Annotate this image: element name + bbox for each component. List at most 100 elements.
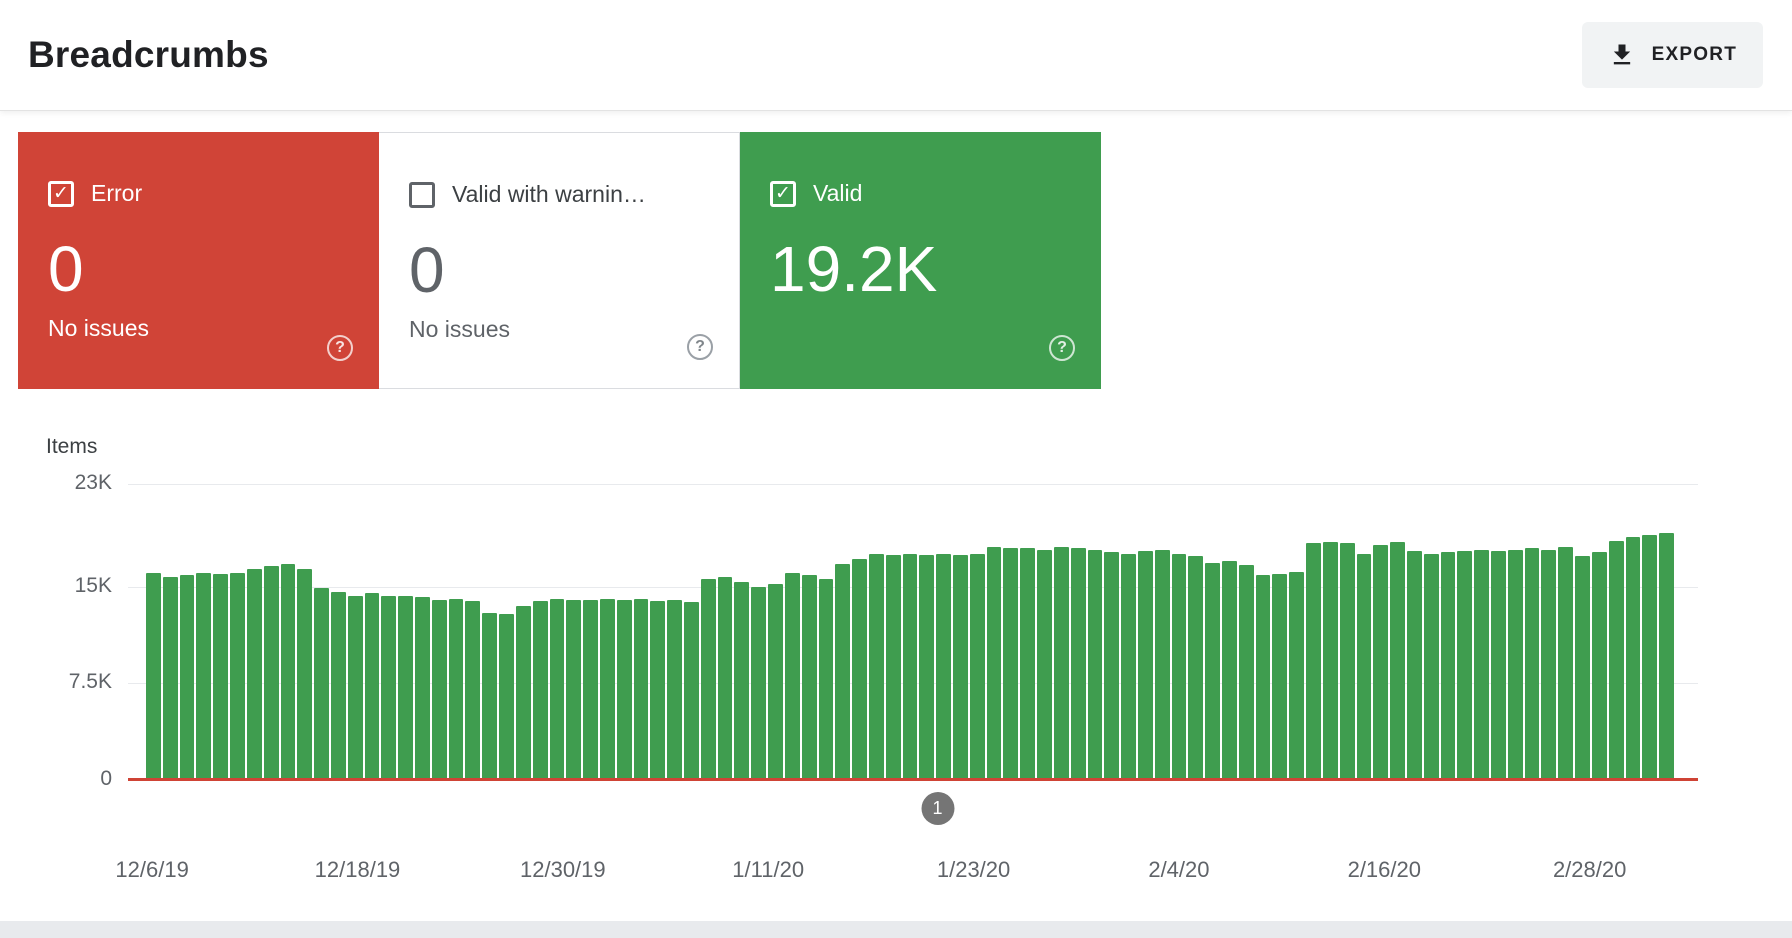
chart-bar[interactable] [1524, 548, 1540, 780]
chart-bar[interactable] [734, 581, 750, 780]
chart-bar[interactable] [1137, 550, 1153, 780]
chart-bar[interactable] [1070, 548, 1086, 780]
chart-bar[interactable] [885, 554, 901, 780]
chart-bar[interactable] [784, 572, 800, 780]
chart-bar[interactable] [684, 602, 699, 780]
chart-bar[interactable] [1474, 549, 1489, 780]
chart-bar[interactable] [1053, 547, 1069, 780]
chart-bar[interactable] [1104, 552, 1120, 780]
chart-bar[interactable] [1037, 549, 1052, 780]
chart-bar[interactable] [801, 575, 817, 780]
chart-bar[interactable] [953, 554, 968, 780]
chart-bar[interactable] [751, 586, 767, 780]
chart-bar[interactable] [196, 572, 212, 780]
chart-bar[interactable] [1591, 552, 1607, 780]
error-checkbox[interactable]: ✓ [48, 180, 74, 207]
chart-bar[interactable] [213, 574, 229, 780]
annotation-marker[interactable]: 1 [921, 792, 954, 825]
chart-bar[interactable] [969, 553, 985, 780]
error-card[interactable]: ✓ Error 0 No issues ? [18, 132, 379, 389]
valid-with-warnings-card[interactable]: Valid with warnin… 0 No issues ? [379, 132, 740, 389]
chart-bar[interactable] [835, 563, 851, 780]
chart-bar[interactable] [1238, 565, 1254, 780]
warnings-checkbox[interactable] [409, 181, 435, 208]
chart-bar[interactable] [1406, 550, 1422, 780]
chart-bar[interactable] [297, 568, 313, 780]
chart-bar[interactable] [1457, 550, 1473, 780]
chart-bar[interactable] [465, 601, 481, 780]
chart-bar[interactable] [146, 572, 161, 780]
chart-bar[interactable] [230, 572, 245, 780]
chart-bar[interactable] [1659, 532, 1674, 780]
help-icon[interactable]: ? [687, 334, 713, 360]
chart-bar[interactable] [347, 595, 363, 780]
chart-bar[interactable] [700, 579, 716, 780]
chart-bar[interactable] [280, 563, 296, 780]
help-icon[interactable]: ? [1049, 335, 1075, 361]
chart-bar[interactable] [1171, 553, 1187, 780]
chart-bar[interactable] [1087, 549, 1103, 780]
chart-bar[interactable] [1390, 541, 1405, 780]
chart-bar[interactable] [1121, 553, 1136, 780]
chart-bar[interactable] [1306, 543, 1321, 780]
chart-bar[interactable] [179, 575, 195, 780]
chart-bar[interactable] [482, 612, 498, 780]
chart-bar[interactable] [1255, 575, 1271, 780]
chart-bar[interactable] [162, 576, 178, 780]
chart-bar[interactable] [1289, 571, 1305, 780]
chart-bar[interactable] [314, 588, 329, 780]
chart-bar[interactable] [263, 566, 279, 780]
chart-bar[interactable] [616, 599, 632, 780]
chart-bar[interactable] [1339, 543, 1355, 780]
chart-bar[interactable] [1003, 548, 1019, 780]
chart-bar[interactable] [415, 597, 430, 780]
chart-bar[interactable] [1423, 553, 1439, 780]
chart-bar[interactable] [1322, 541, 1338, 780]
chart-bar[interactable] [902, 553, 918, 780]
chart-bar[interactable] [1625, 536, 1641, 780]
export-button[interactable]: EXPORT [1581, 22, 1763, 88]
chart-bar[interactable] [986, 547, 1002, 780]
chart-bar[interactable] [1491, 550, 1506, 780]
valid-card[interactable]: ✓ Valid 19.2K ? [740, 132, 1101, 389]
chart-bar[interactable] [515, 606, 531, 780]
chart-bar[interactable] [1154, 549, 1170, 780]
chart-bar[interactable] [448, 598, 464, 780]
chart-bar[interactable] [1608, 540, 1624, 780]
chart-bar[interactable] [1205, 562, 1220, 780]
chart-bar[interactable] [1507, 549, 1523, 780]
chart-bar[interactable] [1222, 561, 1237, 780]
chart-bar[interactable] [499, 613, 514, 780]
valid-checkbox[interactable]: ✓ [770, 180, 796, 207]
chart-bar[interactable] [1272, 574, 1288, 780]
chart-bar[interactable] [868, 553, 884, 780]
chart-bar[interactable] [246, 568, 262, 780]
chart-bar[interactable] [818, 579, 834, 780]
chart-bar[interactable] [330, 592, 346, 780]
chart-bar[interactable] [1020, 548, 1036, 780]
chart-bar[interactable] [1188, 556, 1204, 780]
chart-bar[interactable] [364, 593, 380, 780]
chart-bar[interactable] [1558, 547, 1574, 780]
chart-bar[interactable] [919, 554, 935, 780]
chart-bar[interactable] [398, 595, 413, 780]
chart-bar[interactable] [1541, 549, 1557, 780]
chart-bar[interactable] [1356, 553, 1372, 780]
chart-bar[interactable] [1373, 544, 1389, 780]
help-icon[interactable]: ? [327, 335, 353, 361]
chart-bar[interactable] [633, 598, 649, 780]
chart-bar[interactable] [936, 553, 951, 780]
chart-bar[interactable] [768, 584, 783, 780]
chart-bar[interactable] [1642, 535, 1658, 780]
chart-bar[interactable] [381, 595, 397, 780]
chart-bar[interactable] [549, 598, 565, 780]
chart-bar[interactable] [599, 598, 615, 780]
chart-bar[interactable] [532, 601, 548, 780]
chart-bar[interactable] [650, 601, 666, 780]
chart-bar[interactable] [667, 599, 682, 780]
chart-bar[interactable] [717, 576, 733, 780]
chart-bar[interactable] [431, 599, 447, 780]
chart-bar[interactable] [1440, 552, 1456, 780]
chart-bar[interactable] [583, 599, 598, 780]
chart-bar[interactable] [566, 599, 582, 780]
